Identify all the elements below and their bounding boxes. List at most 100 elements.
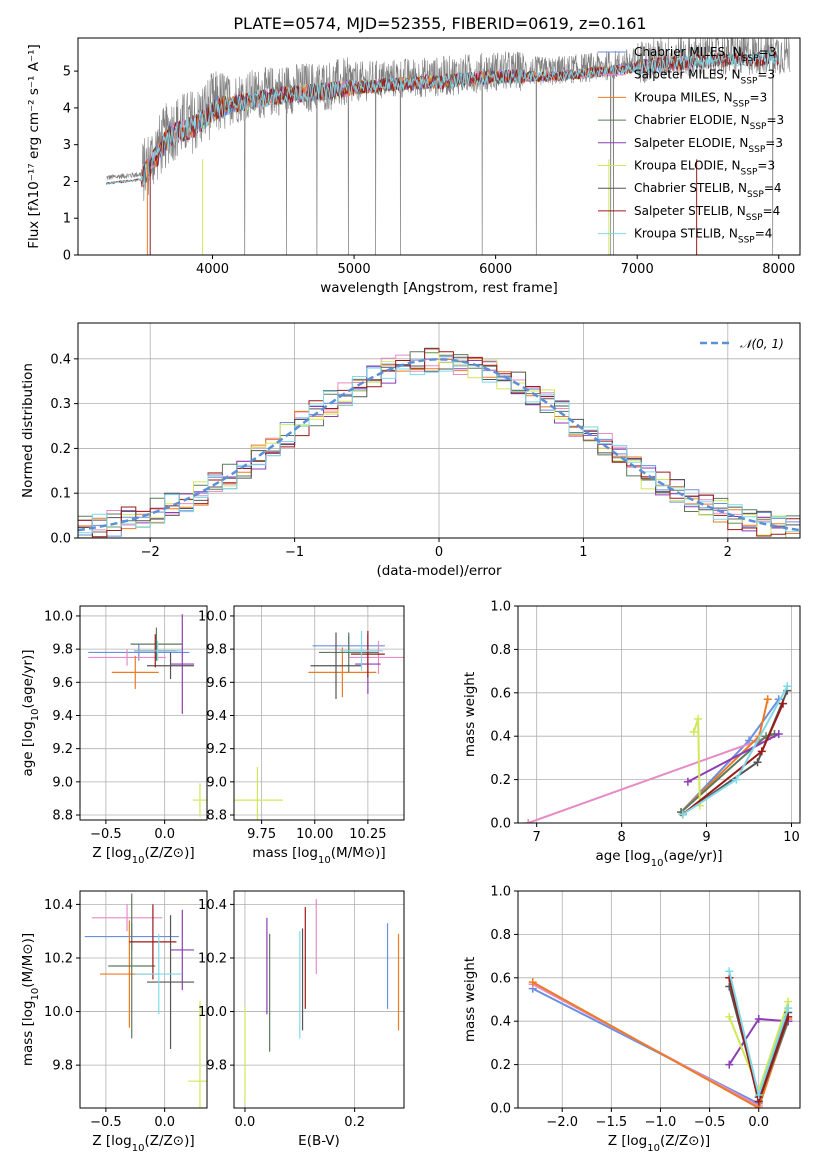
data-layer xyxy=(234,630,404,820)
legend-subscript: SSP xyxy=(742,54,759,64)
weight-vs-metallicity-panel: −2.0 −1.5 −1.0 −0.5 0.0 0.0 0.2 0.4 0.6 0.8 1.0 Z [… xyxy=(462,885,801,1154)
axes-border xyxy=(79,605,208,821)
plot-area xyxy=(78,323,800,538)
x-tick-label: −1.0 xyxy=(645,1115,677,1130)
label-part: mass [log xyxy=(20,1001,36,1067)
weight-marker xyxy=(732,775,741,784)
label-subscript: 10 xyxy=(132,1143,145,1154)
label-subscript: 10 xyxy=(30,709,41,722)
x-tick-label: −2 xyxy=(141,545,160,560)
weight-line xyxy=(687,733,780,783)
y-tick-label: 3 xyxy=(63,138,71,153)
legend-subscript: SSP xyxy=(733,99,750,109)
legend-name: Salpeter ELODIE, N xyxy=(634,136,748,150)
weight-marker xyxy=(754,1015,763,1024)
legend: 𝒩(0, 1) xyxy=(700,337,784,351)
legend-count: =4 xyxy=(763,204,781,218)
weight-marker xyxy=(784,1004,793,1013)
y-tick-label: 9.0 xyxy=(52,775,73,790)
y-tick-label: 10.0 xyxy=(44,1005,73,1020)
legend-count: =4 xyxy=(755,227,773,241)
normal-curve xyxy=(78,358,800,532)
model-spectrum xyxy=(106,50,779,186)
legend-entry: Kroupa STELIB, NSSP=4 xyxy=(634,227,772,246)
legend-count: =3 xyxy=(759,45,777,59)
plot-area xyxy=(234,606,404,820)
label-part: (age/yr)] xyxy=(663,848,722,864)
y-tick-label: 0.2 xyxy=(490,1058,511,1073)
y-tick-label: 9.6 xyxy=(206,676,227,691)
x-tick-label: 0.0 xyxy=(748,1115,769,1130)
weight-marker xyxy=(757,747,766,756)
legend-subscript: SSP xyxy=(750,122,767,132)
legend-entry: Kroupa MILES, NSSP=3 xyxy=(634,90,767,109)
y-tick-label: 9.8 xyxy=(52,643,73,658)
plot-area xyxy=(106,38,791,255)
y-axis-label: mass [log10(M/M⊙)] xyxy=(20,933,41,1066)
weight-line xyxy=(680,733,775,813)
label-subscript: 10 xyxy=(132,855,145,866)
label-subscript: 10 xyxy=(30,988,41,1001)
plot-area xyxy=(518,891,800,1108)
weight-marker xyxy=(763,695,772,704)
label-part: mass [log xyxy=(252,845,318,861)
weight-marker xyxy=(694,714,703,723)
legend-subscript: SSP xyxy=(746,213,763,223)
x-tick-label: −1 xyxy=(285,545,304,560)
data-layer xyxy=(84,893,207,1108)
y-tick-label: 9.8 xyxy=(206,1059,227,1074)
label-part: E(B-V) xyxy=(298,1133,340,1149)
legend-count: =3 xyxy=(757,159,775,173)
legend-entry: Chabrier STELIB, NSSP=4 xyxy=(634,181,782,200)
mass-vs-ebv-panel: 0.0 0.2 9.8 10.0 10.2 10.4 E(B-V) xyxy=(198,890,405,1149)
y-axis-label: mass weight xyxy=(462,957,478,1042)
axes-frame: −0.5 0.08.89.09.29.49.69.810.0Z [log10(Z/… xyxy=(20,605,208,866)
y-tick-label: 10.0 xyxy=(44,609,73,624)
y-axis-label: age [log10(age/yr)] xyxy=(20,649,41,776)
weight-marker xyxy=(779,699,788,708)
y-tick-label: 0.0 xyxy=(490,1102,511,1117)
legend-name: Chabrier MILES, N xyxy=(634,45,742,59)
data-layer xyxy=(524,682,792,823)
residuals-panel: −2 −1 0 1 2 0.0 0.1 0.2 0.3 0.4 (data-model)/error… xyxy=(20,322,801,579)
x-axis-label: E(B-V) xyxy=(298,1133,340,1149)
legend-count: =4 xyxy=(764,181,782,195)
label-part: (M/M⊙)] xyxy=(331,845,386,861)
y-tick-label: 0.4 xyxy=(50,352,71,367)
y-tick-label: 2 xyxy=(63,175,71,190)
legend-subscript: SSP xyxy=(747,190,764,200)
legend-name: Kroupa ELODIE, N xyxy=(634,159,741,173)
label-part: age [log xyxy=(20,721,36,776)
x-tick-label: 2 xyxy=(724,545,732,560)
x-axis-label: age [log10(age/yr)] xyxy=(595,848,722,869)
label-part: age [log xyxy=(595,848,650,864)
x-tick-label: −0.5 xyxy=(694,1115,726,1130)
residual-histogram xyxy=(78,358,800,534)
data-layer xyxy=(528,967,793,1108)
axes-frame: −0.5 0.09.810.010.210.4Z [log10(Z/Z⊙)]mas… xyxy=(20,890,208,1154)
x-tick-label: 0.0 xyxy=(235,1115,256,1130)
axes-frame: −2.0 −1.5 −1.0 −0.5 0.0 0.0 0.2 0.4 0.6 0.8 1.0 Z [… xyxy=(462,885,801,1154)
y-tick-label: 0.6 xyxy=(490,686,511,701)
x-tick-label: 10.25 xyxy=(349,827,386,842)
x-tick-label: 4000 xyxy=(196,262,229,277)
axes-border xyxy=(517,890,801,1109)
weight-marker xyxy=(753,758,762,767)
legend-entry: Salpeter MILES, NSSP=3 xyxy=(634,68,775,87)
plot-area xyxy=(80,891,207,1108)
label-part: (Z/Z⊙)] xyxy=(144,1133,194,1149)
label-part: wavelength [Angstrom, rest frame] xyxy=(320,280,558,296)
y-tick-label: 10.4 xyxy=(198,898,227,913)
x-tick-label: 0.0 xyxy=(154,827,175,842)
y-tick-label: 10.0 xyxy=(198,609,227,624)
label-subscript: 10 xyxy=(647,1143,660,1154)
x-tick-label: 7000 xyxy=(621,262,654,277)
y-tick-label: 0.3 xyxy=(50,397,71,412)
label-part: (Z/Z⊙)] xyxy=(144,845,194,861)
weight-marker xyxy=(774,730,783,739)
weight-marker xyxy=(689,727,698,736)
axes-frame: 4000 5000 6000 7000 8000 0 1 2 3 4 5 wavelength [An… xyxy=(26,37,801,296)
y-tick-label: 9.8 xyxy=(206,643,227,658)
label-part: Z [log xyxy=(92,845,131,861)
